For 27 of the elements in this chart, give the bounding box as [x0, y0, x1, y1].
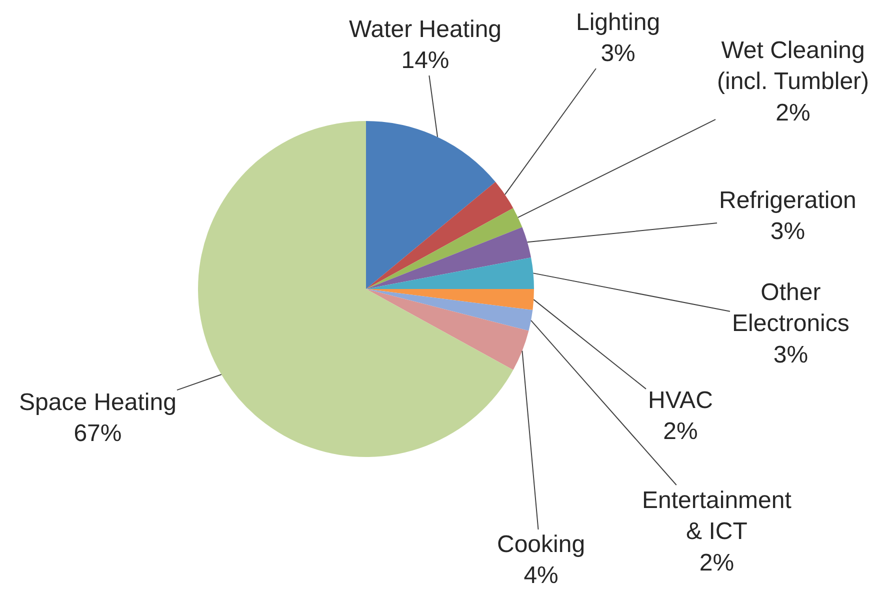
slice-label: HVAC: [648, 387, 713, 414]
data-label: 14%: [401, 47, 450, 74]
pie-slice: [366, 289, 529, 370]
pie-slice: [198, 121, 514, 457]
data-label: 2%: [663, 418, 698, 446]
pie-slice: [366, 289, 533, 331]
pie-slice: [366, 182, 514, 289]
pie-slice: [366, 121, 496, 289]
data-label: 3%: [773, 341, 808, 368]
pie-slice: [366, 227, 532, 289]
slice-label: Space Heating: [19, 389, 176, 416]
pie-slice: [366, 258, 534, 289]
data-label: 4%: [524, 562, 558, 590]
slice-label: Lighting: [576, 9, 660, 36]
data-label: 3%: [770, 218, 806, 246]
data-label: 2%: [776, 99, 810, 126]
slice-label: Water Heating: [349, 16, 502, 43]
slice-label: Refrigeration: [719, 187, 856, 214]
slice-label: Entertainment & ICT: [642, 487, 792, 546]
pie-slice: [366, 208, 522, 289]
pie-slice: [366, 289, 534, 310]
slice-label: Wet Cleaning (incl. Tumbler): [717, 37, 870, 96]
data-label: 3%: [600, 40, 636, 68]
slice-label: Other Electronics: [732, 279, 850, 338]
data-label: 67%: [74, 420, 122, 448]
data-label: 2%: [699, 549, 734, 576]
slice-label: Cooking: [497, 531, 586, 558]
